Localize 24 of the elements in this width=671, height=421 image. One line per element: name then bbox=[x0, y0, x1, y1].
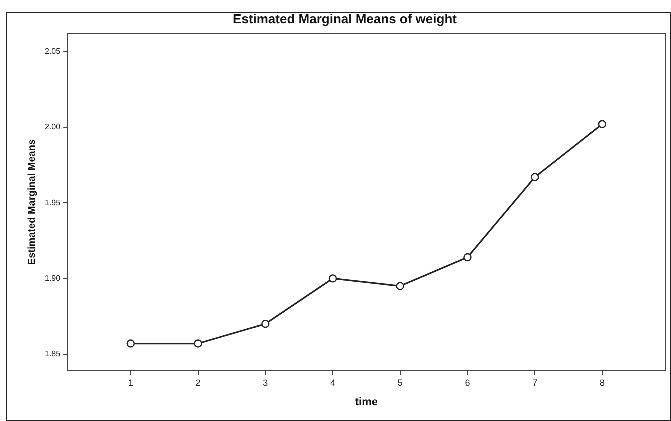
x-tick-label: 2 bbox=[196, 378, 201, 388]
y-tick-label: 1.85 bbox=[44, 350, 62, 359]
point bbox=[464, 253, 472, 262]
point bbox=[262, 320, 270, 328]
point bbox=[531, 173, 540, 182]
point bbox=[328, 274, 338, 283]
y-tick-label: 2.05 bbox=[44, 46, 62, 56]
x-tick-label: 5 bbox=[398, 378, 403, 388]
x-tick-label: 3 bbox=[263, 378, 268, 388]
x-tick-label: 4 bbox=[330, 378, 336, 388]
point bbox=[598, 120, 607, 128]
x-tick-label: 8 bbox=[600, 378, 605, 388]
point bbox=[126, 340, 135, 348]
y-tick-label: 1.95 bbox=[44, 198, 62, 208]
chart-title: Estimated Marginal Means of weight bbox=[233, 11, 458, 26]
x-tick-label: 7 bbox=[532, 378, 538, 388]
y-tick-label: 1.90 bbox=[44, 274, 62, 283]
point bbox=[396, 282, 404, 290]
x-tick-label: 6 bbox=[465, 378, 470, 388]
point bbox=[194, 340, 202, 348]
x-tick-label: 1 bbox=[128, 378, 134, 388]
x-axis-title: time bbox=[355, 396, 378, 408]
y-axis-title: Estimated Marginal Means bbox=[26, 139, 38, 266]
y-tick-label: 2.00 bbox=[44, 122, 62, 132]
